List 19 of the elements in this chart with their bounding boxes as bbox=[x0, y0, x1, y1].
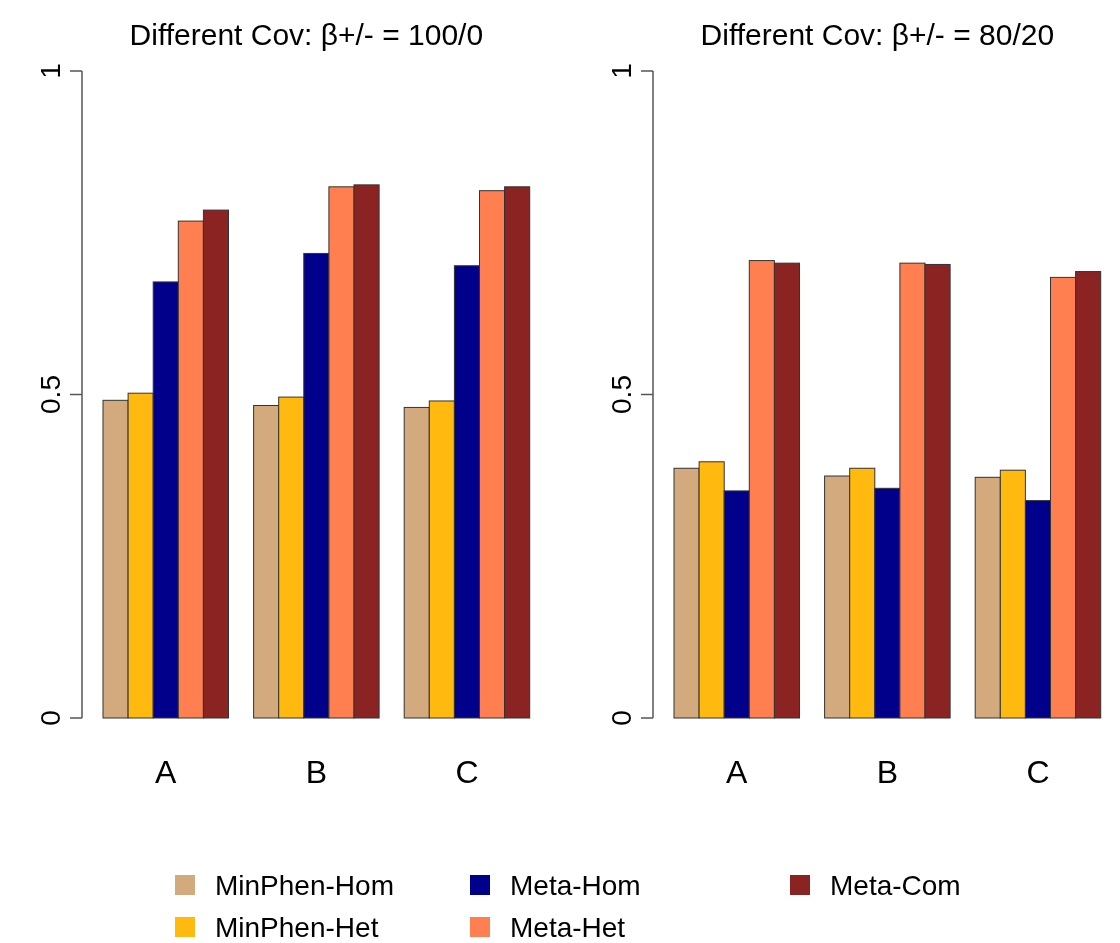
x-tick-label: A bbox=[155, 754, 178, 790]
legend-label: Meta-Com bbox=[830, 870, 961, 901]
legend-label: Meta-Hom bbox=[510, 870, 641, 901]
y-tick-label: 0 bbox=[606, 710, 637, 726]
legend-label: MinPhen-Hom bbox=[215, 870, 394, 901]
y-tick-label: 0.5 bbox=[35, 375, 66, 414]
y-tick-label: 0 bbox=[35, 710, 66, 726]
y-tick-label: 1 bbox=[35, 63, 66, 79]
x-tick-label: C bbox=[1026, 754, 1050, 790]
y-tick-label: 1 bbox=[606, 63, 637, 79]
y-tick-label: 0.5 bbox=[606, 375, 637, 414]
chart-title: Different Cov: β+/- = 100/0 bbox=[129, 18, 484, 51]
x-tick-label: A bbox=[726, 754, 749, 790]
legend-label: MinPhen-Het bbox=[215, 912, 379, 943]
x-tick-label: B bbox=[876, 754, 899, 790]
x-tick-label: B bbox=[305, 754, 328, 790]
chart-title: Different Cov: β+/- = 80/20 bbox=[700, 18, 1055, 51]
legend-label: Meta-Het bbox=[510, 912, 626, 943]
x-tick-label: C bbox=[455, 754, 479, 790]
